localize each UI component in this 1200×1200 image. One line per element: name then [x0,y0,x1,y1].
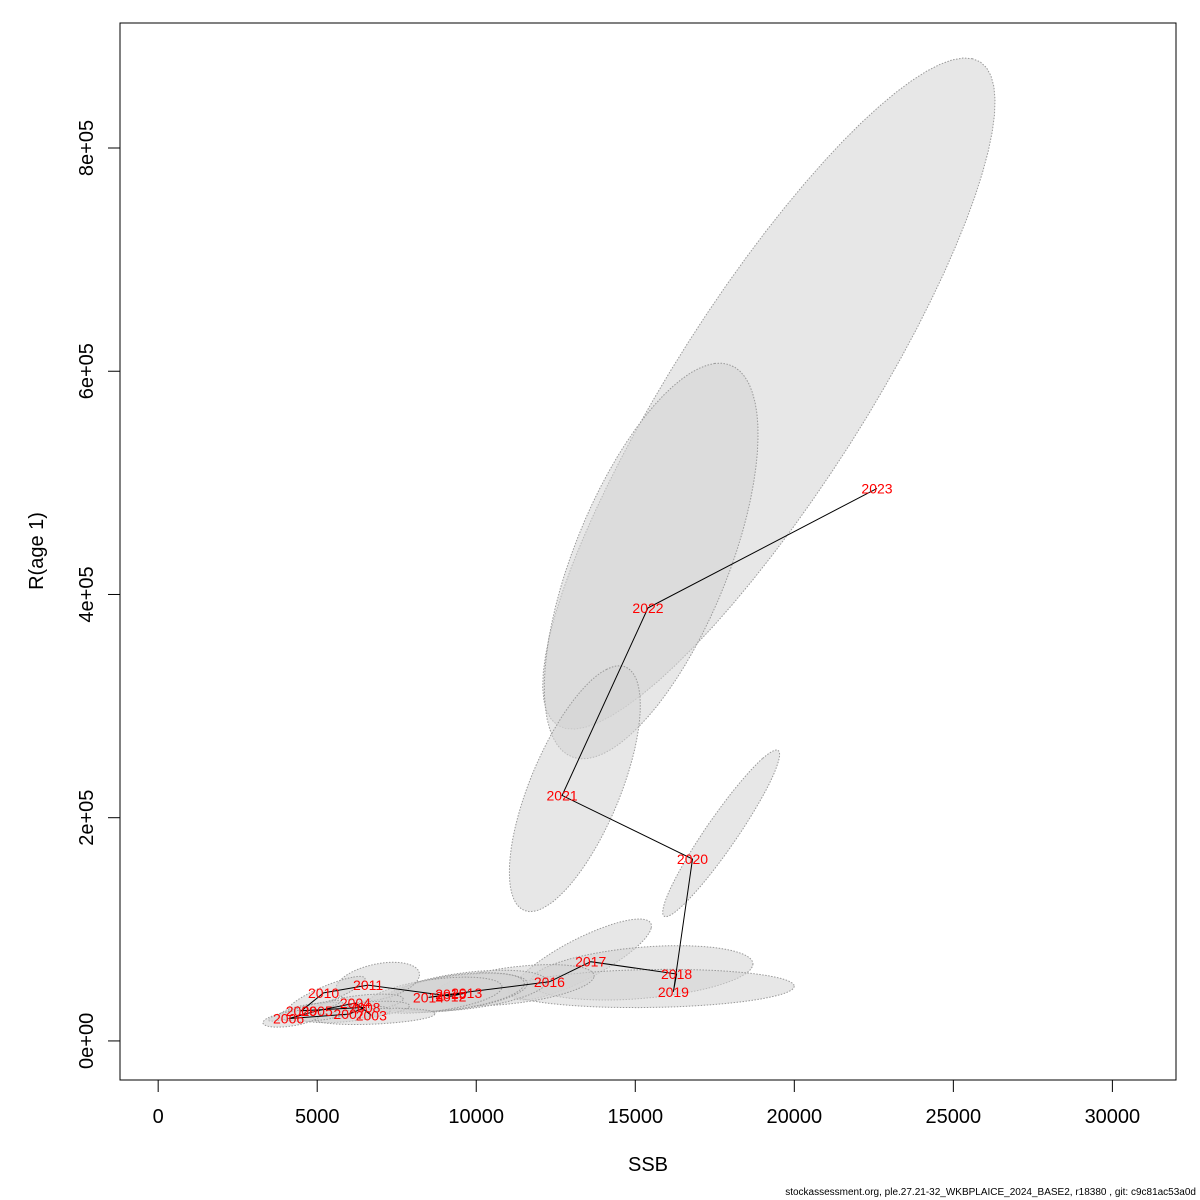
x-tick-label: 15000 [607,1106,663,1128]
point-label-2013: 2013 [451,985,482,1001]
point-label-2015: 2015 [435,986,466,1002]
point-label-2006: 2006 [273,1011,304,1027]
y-axis: 0e+00 2e+05 4e+05 6e+05 8e+05 [76,120,121,1069]
ellipse-2021 [508,665,641,913]
point-label-2005: 2005 [302,1003,333,1019]
y-tick-label: 8e+05 [76,120,98,176]
y-tick-label: 6e+05 [76,343,98,399]
point-label-2020: 2020 [677,851,708,867]
point-label-2003: 2003 [356,1007,387,1023]
y-tick-label: 0e+00 [76,1013,98,1069]
point-label-2007: 2007 [333,1006,364,1022]
x-tick-label: 30000 [1085,1106,1141,1128]
ellipse-2020 [662,749,781,918]
trajectory-layer [288,487,878,1020]
point-label-2008: 2008 [349,999,380,1015]
x-tick-label: 0 [153,1106,164,1128]
confidence-ellipses [262,57,996,1028]
point-label-2018: 2018 [661,966,692,982]
point-label-2016: 2016 [534,974,565,990]
ellipse-2010 [288,975,366,1013]
x-tick-label: 20000 [767,1106,823,1128]
point-label-2014: 2014 [413,989,444,1005]
y-tick-label: 4e+05 [76,566,98,622]
point-label-2009: 2009 [286,1003,317,1019]
point-label-2010: 2010 [308,985,339,1001]
point-label-2004: 2004 [340,995,371,1011]
point-label-2012: 2012 [435,988,466,1004]
point-label-2022: 2022 [632,600,663,616]
x-axis-title: SSB [628,1154,668,1176]
x-axis: 0 5000 10000 15000 20000 25000 30000 [153,1079,1141,1128]
x-tick-label: 10000 [448,1106,504,1128]
point-label-2011: 2011 [353,977,383,993]
point-label-2017: 2017 [575,954,606,970]
footer-credit: stockassessment.org, ple.27.21-32_WKBPLA… [785,1187,1196,1198]
y-tick-label: 2e+05 [76,790,98,846]
x-tick-label: 25000 [926,1106,982,1128]
x-tick-label: 5000 [295,1106,340,1128]
point-label-2021: 2021 [547,787,578,803]
point-label-2023: 2023 [861,480,892,496]
trajectory-line [288,487,878,1020]
y-axis-title: R(age 1) [26,512,48,590]
point-label-2019: 2019 [658,984,689,1000]
